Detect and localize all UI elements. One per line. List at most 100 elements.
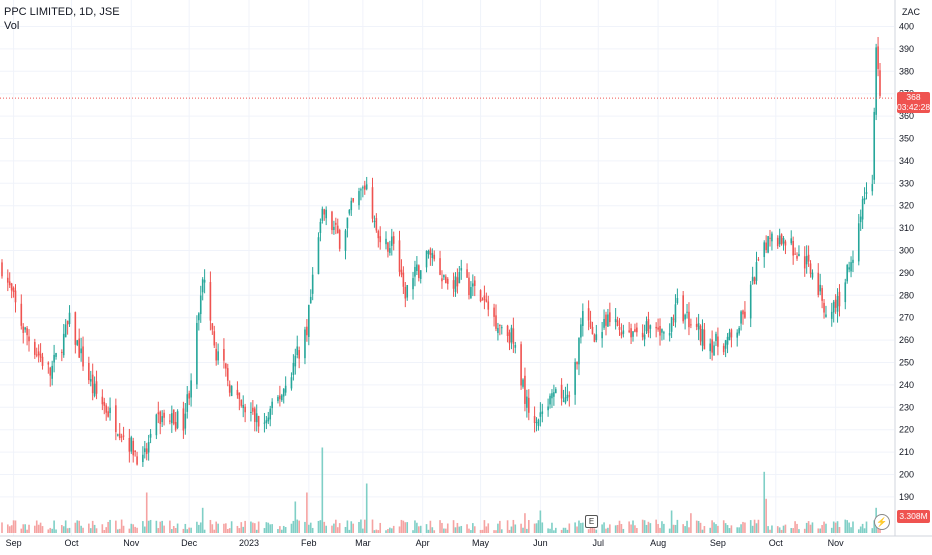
candle-body xyxy=(344,230,347,251)
candle-body xyxy=(551,393,553,399)
volume-bar xyxy=(555,527,557,533)
candle-body xyxy=(292,362,295,375)
candle-body xyxy=(228,384,231,393)
volume-bar xyxy=(713,522,715,533)
volume-bar xyxy=(574,522,576,533)
candle-body xyxy=(830,311,833,319)
candle-body xyxy=(805,256,808,265)
volume-bar xyxy=(722,520,725,533)
volume-bar xyxy=(591,523,594,533)
candle-body xyxy=(203,279,206,283)
volume-bar xyxy=(535,523,538,533)
candle-body xyxy=(105,405,108,413)
volume-bar xyxy=(93,524,96,533)
volume-label: Vol xyxy=(4,20,20,32)
candle-body xyxy=(811,272,814,278)
lightning-icon[interactable]: ⚡ xyxy=(874,514,890,530)
volume-bar xyxy=(323,521,326,533)
candle-body xyxy=(481,299,484,301)
candle-body xyxy=(873,111,876,180)
volume-bar xyxy=(132,524,135,533)
candle-body xyxy=(62,333,65,356)
candle-body xyxy=(865,192,868,194)
candle-body xyxy=(134,450,136,452)
candle-body xyxy=(147,442,150,453)
candle-body xyxy=(211,323,214,330)
volume-bar xyxy=(309,522,312,533)
last-price-tag: 368 03:42:28 xyxy=(897,92,930,113)
volume-bar xyxy=(622,528,625,533)
candle-body xyxy=(387,242,389,252)
candle-body xyxy=(55,352,57,357)
candle-body xyxy=(595,334,598,341)
candle-body xyxy=(618,327,621,330)
volume-bar xyxy=(527,520,530,533)
volume-bar xyxy=(668,528,671,533)
volume-bar xyxy=(6,524,9,533)
candle-body xyxy=(711,339,713,353)
volume-bar xyxy=(1,522,3,533)
volume-bar xyxy=(377,530,380,533)
candle-body xyxy=(470,287,472,298)
volume-bar xyxy=(468,528,470,533)
candle-body xyxy=(614,318,617,323)
volume-bar xyxy=(512,519,515,533)
candle-body xyxy=(400,269,403,275)
candle-body xyxy=(778,235,781,245)
volume-bar xyxy=(143,526,146,533)
volume-bar xyxy=(238,528,241,533)
volume-bar xyxy=(41,526,44,533)
volume-bar xyxy=(182,528,185,533)
volume-bar xyxy=(757,519,760,533)
candle-body xyxy=(323,209,326,215)
price-tick-label: 350 xyxy=(899,134,914,144)
volume-bar xyxy=(373,530,376,533)
time-tick-label: Nov xyxy=(123,538,140,548)
candle-body xyxy=(765,242,767,251)
volume-bar xyxy=(88,523,90,533)
candle-body xyxy=(93,383,96,396)
volume-bar xyxy=(62,526,65,533)
candle-body xyxy=(20,303,23,326)
volume-bar xyxy=(433,530,436,533)
volume-bar xyxy=(20,528,23,533)
volume-bar xyxy=(620,524,623,533)
candle-body xyxy=(589,321,592,328)
candle-body xyxy=(49,367,52,376)
volume-bar xyxy=(740,524,742,533)
volume-bar xyxy=(537,520,540,533)
candle-body xyxy=(443,275,445,278)
volume-bar xyxy=(663,523,665,533)
volume-bar xyxy=(832,521,835,533)
candle-body xyxy=(736,332,739,338)
candle-body xyxy=(230,385,233,397)
volume-bar xyxy=(823,521,825,533)
candle-body xyxy=(265,420,268,424)
volume-bar xyxy=(400,519,403,533)
candle-body xyxy=(603,318,605,328)
volume-bar xyxy=(495,530,497,533)
candle-body xyxy=(379,236,382,243)
volume-bar xyxy=(778,527,781,533)
candle-body xyxy=(250,411,252,413)
volume-bar xyxy=(402,520,405,533)
volume-bar xyxy=(553,530,555,533)
volume-bar xyxy=(198,524,200,533)
volume-bar xyxy=(618,520,621,533)
price-tick-label: 400 xyxy=(899,22,914,32)
volume-bar xyxy=(116,529,119,533)
candle-body xyxy=(446,278,449,284)
volume-bar xyxy=(269,524,272,533)
earnings-e-icon[interactable]: E xyxy=(585,515,598,528)
candle-body xyxy=(684,314,686,320)
candle-body xyxy=(371,187,374,219)
candle-body xyxy=(871,184,874,192)
volume-bar xyxy=(8,526,11,533)
volume-bar xyxy=(336,527,339,533)
candle-body xyxy=(636,327,638,333)
candle-body xyxy=(601,332,603,339)
volume-bar xyxy=(236,525,239,533)
candle-body xyxy=(429,249,432,256)
